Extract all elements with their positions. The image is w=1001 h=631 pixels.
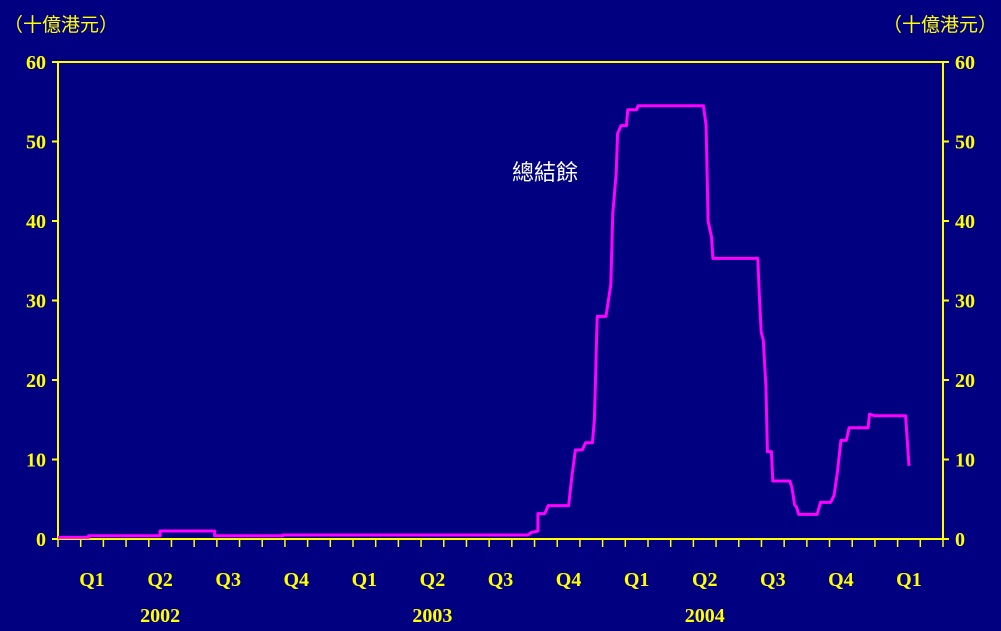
left-unit-label: （十億港元） <box>4 14 118 36</box>
y-tick-label-right: 30 <box>955 291 975 313</box>
x-quarter-label: Q4 <box>828 569 854 591</box>
right-unit-label: （十億港元） <box>883 14 997 36</box>
y-tick-label-right: 0 <box>955 529 965 551</box>
tick-labels: 0 0 10 10 20 20 30 30 40 40 50 50 60 60 Q1 Q2 Q3 Q4 Q1 Q2 Q3… <box>26 52 975 627</box>
y-tick-label-left: 10 <box>26 450 46 472</box>
y-tick-label-left: 50 <box>26 132 46 154</box>
x-quarter-label: Q4 <box>283 569 309 591</box>
y-tick-label-right: 20 <box>955 370 975 392</box>
y-tick-label-left: 40 <box>26 211 46 233</box>
series-line-total-balance <box>58 104 911 539</box>
x-year-label: 2004 <box>685 605 725 627</box>
x-quarter-label: Q3 <box>215 569 241 591</box>
x-quarter-label: Q2 <box>692 569 718 591</box>
x-quarter-label: Q2 <box>420 569 446 591</box>
x-quarter-label: Q2 <box>147 569 173 591</box>
y-tick-label-right: 50 <box>955 132 975 154</box>
y-tick-label-right: 40 <box>955 211 975 233</box>
y-tick-label-left: 0 <box>36 529 46 551</box>
series-label-total-balance: 總結餘 <box>512 161 578 186</box>
x-quarter-label: Q3 <box>760 569 786 591</box>
x-year-label: 2002 <box>140 605 180 627</box>
x-year-label: 2003 <box>412 605 452 627</box>
axes <box>52 61 949 547</box>
y-tick-label-left: 30 <box>26 291 46 313</box>
y-tick-label-right: 10 <box>955 450 975 472</box>
y-tick-label-right: 60 <box>955 52 975 74</box>
x-quarter-label: Q1 <box>896 569 922 591</box>
series-layer <box>58 104 911 539</box>
x-quarter-label: Q1 <box>352 569 378 591</box>
y-tick-label-left: 60 <box>26 52 46 74</box>
x-quarter-label: Q4 <box>556 569 582 591</box>
y-tick-label-left: 20 <box>26 370 46 392</box>
x-quarter-label: Q1 <box>79 569 105 591</box>
x-quarter-label: Q1 <box>624 569 650 591</box>
x-quarter-label: Q3 <box>488 569 514 591</box>
